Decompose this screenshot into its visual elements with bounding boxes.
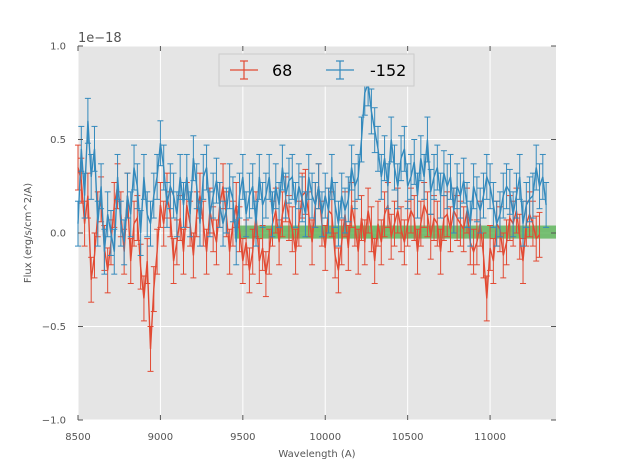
axes: 8500 9000 9500 10000 10500 11000 −1.0 −0.5 0.0 0.… xyxy=(42,42,556,443)
legend-label-0: 68 xyxy=(272,61,292,80)
y-tick-label-3: 0.5 xyxy=(50,135,66,146)
legend-label-1: -152 xyxy=(370,61,406,80)
x-tick-label-1: 9000 xyxy=(148,432,173,443)
error-bar-0-140 xyxy=(536,211,543,258)
offset-label: 1e−18 xyxy=(78,31,122,46)
y-tick-label-0: −1.0 xyxy=(42,416,66,427)
x-axis-label: Wavelength (A) xyxy=(278,449,355,460)
legend-marker-0 xyxy=(230,60,258,80)
x-tick-label-3: 10000 xyxy=(309,432,341,443)
y-tick-label-1: −0.5 xyxy=(42,322,66,333)
legend: 68 -152 xyxy=(218,53,415,87)
series-line-0 xyxy=(77,167,541,349)
y-tick-label-2: 0.0 xyxy=(50,229,66,240)
series-1 xyxy=(75,60,550,275)
x-tick-label-4: 10500 xyxy=(392,432,424,443)
y-tick-label-4: 1.0 xyxy=(50,42,66,53)
x-tick-label-5: 11000 xyxy=(474,432,506,443)
x-tick-label-0: 8500 xyxy=(65,432,90,443)
legend-marker-1 xyxy=(326,60,354,80)
x-tick-label-2: 9500 xyxy=(230,432,255,443)
series-line-1 xyxy=(77,83,547,252)
series-layer xyxy=(75,60,550,372)
y-axis-label: Flux (erg/s/cm^2/A) xyxy=(23,183,34,283)
